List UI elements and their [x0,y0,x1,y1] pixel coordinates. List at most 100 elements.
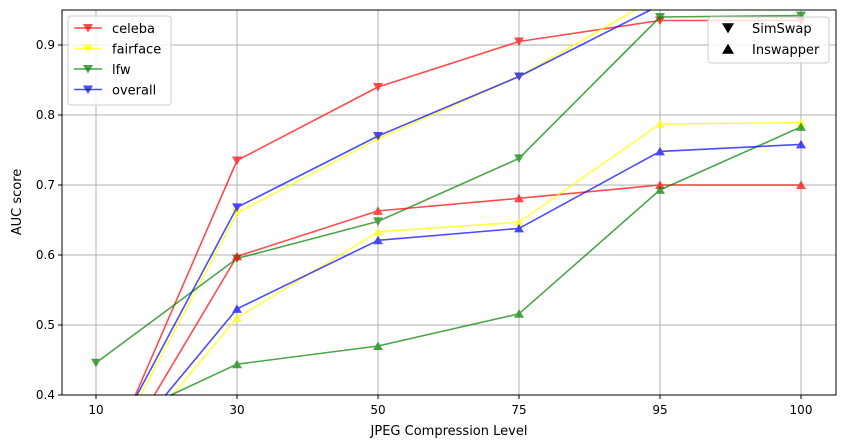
triangle-up-icon [722,43,734,54]
legend-entry-overall: overall [74,84,156,99]
series-line-segment [377,221,520,233]
data-point [373,227,383,236]
legend-entry-lfw: lfw [74,63,131,78]
y-tick-label: 0.9 [36,38,55,52]
data-point [796,122,806,131]
data-point [373,341,383,350]
legend-entry-fairface: fairface [74,43,161,58]
series-line-segment [236,138,379,214]
series-line-segment [659,126,802,191]
series-overall-simswap [136,9,652,396]
series-line-segment [139,212,238,396]
data-point [232,304,242,313]
series-line-segment [153,255,238,396]
series-line-segment [377,157,520,223]
data-point [232,203,242,212]
data-point [796,11,806,21]
axis-ticks: 10 30 50 75 95 100 0.4 0.5 0.6 0.7 0.8 0.9 [36,38,813,417]
series-line-segment [659,14,802,18]
series-line-segment [236,345,379,366]
y-axis-label: AUC score [10,169,25,236]
data-point [373,235,383,245]
series-line-segment [518,9,652,78]
legend-marker [83,24,93,33]
series-line-segment [377,312,520,347]
data-point [655,13,665,22]
series-fairface-simswap [139,9,637,396]
series-line-segment [659,121,802,125]
legend-entry-inswapper: Inswapper [722,43,820,58]
series-line-segment [236,86,379,162]
series-line-segment [377,75,520,137]
y-tick-label: 0.5 [36,318,55,332]
series-line-segment [377,227,520,242]
legend-entry-simswap: SimSwap [722,22,812,37]
series-overall-inswapper [164,139,806,396]
data-point [514,193,524,203]
method-legend: SimSwap Inswapper [707,16,830,64]
grid [62,10,836,396]
triangle-down-icon [722,23,734,34]
legend-marker [83,85,93,94]
x-tick-label: 30 [229,403,244,417]
series-line-segment [377,40,520,88]
data-point [514,37,524,46]
series-lines [91,9,806,396]
series-fairface-inswapper [171,118,806,396]
legend-label: overall [112,84,156,99]
data-point [232,359,242,369]
legend-label: lfw [112,63,131,78]
series-line-segment [236,220,379,260]
series-line-segment [518,189,661,315]
series-line-segment [171,317,238,396]
data-point [655,119,665,129]
data-point [232,251,242,261]
data-point [796,180,806,189]
data-point [232,156,242,165]
x-axis-label: JPEG Compression Level [370,424,528,439]
data-point [514,309,524,318]
series-line-segment [95,257,238,364]
x-tick-label: 95 [652,403,667,417]
series-line-segment [518,9,637,78]
y-tick-label: 0.7 [36,178,55,192]
series-line-segment [164,308,238,396]
series-line-segment [136,206,238,396]
data-point [514,223,524,233]
x-tick-label: 10 [88,403,103,417]
data-point [655,180,665,189]
legend-label: celeba [112,22,155,37]
data-point [373,217,383,226]
data-point [91,358,101,368]
series-line-segment [170,363,238,396]
legend-marker [83,65,93,74]
series-line-segment [659,143,802,153]
series-line-segment [518,150,661,230]
series-line-segment [377,197,520,212]
legend-entry-celeba: celeba [74,22,155,37]
series-line-segment [236,239,379,310]
series-line-segment [236,210,379,258]
legend-label: SimSwap [752,22,812,37]
plot-frame [61,9,837,396]
legend-box [67,15,172,106]
series-line-segment [518,184,661,200]
data-point [514,72,524,81]
legend-box [707,16,830,64]
series-line-segment [134,159,238,396]
series-lfw-inswapper [170,122,806,396]
series-legend: celeba fairface lfw overall [67,15,172,106]
x-tick-label: 50 [370,403,385,417]
data-point [514,154,524,163]
data-point [373,132,383,141]
x-tick-label: 100 [790,403,813,417]
series-line-segment [236,135,379,209]
data-point [373,206,383,215]
series-line-segment [518,123,661,223]
series-lfw-simswap [91,11,806,368]
series-celeba-inswapper [153,180,806,396]
y-tick-label: 0.4 [36,388,55,402]
y-tick-label: 0.8 [36,108,55,122]
series-line-segment [518,19,661,43]
